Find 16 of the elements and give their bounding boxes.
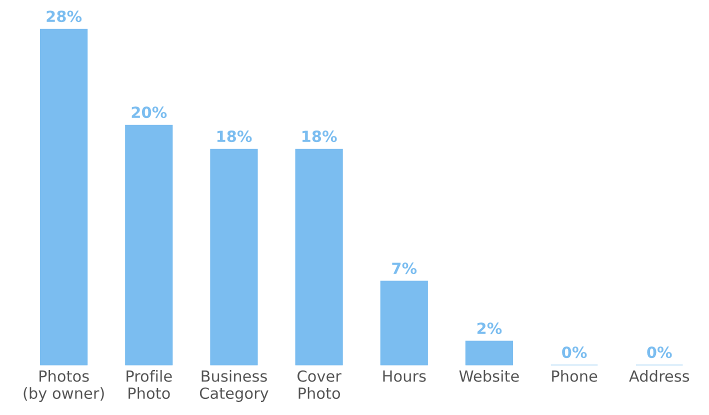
- data-label: 18%: [302, 130, 337, 142]
- data-label: 2%: [477, 322, 502, 334]
- x-tick-label: Cover Photo: [298, 370, 342, 399]
- data-label: 0%: [562, 346, 587, 358]
- data-label: 28%: [46, 10, 82, 22]
- x-tick-label: Website: [459, 370, 519, 382]
- x-tick-label: Phone: [552, 370, 598, 382]
- data-label: 7%: [392, 262, 417, 274]
- x-tick-label: Profile Photo: [126, 370, 172, 399]
- x-tick-label: Address: [629, 370, 690, 382]
- data-label: 20%: [132, 106, 167, 118]
- x-tick-label: Business Category: [200, 370, 268, 402]
- data-label: 18%: [217, 130, 252, 142]
- data-label: 0%: [647, 346, 672, 358]
- x-tick-label: Hours: [383, 370, 426, 382]
- x-tick-label: Photos (by owner): [24, 370, 104, 402]
